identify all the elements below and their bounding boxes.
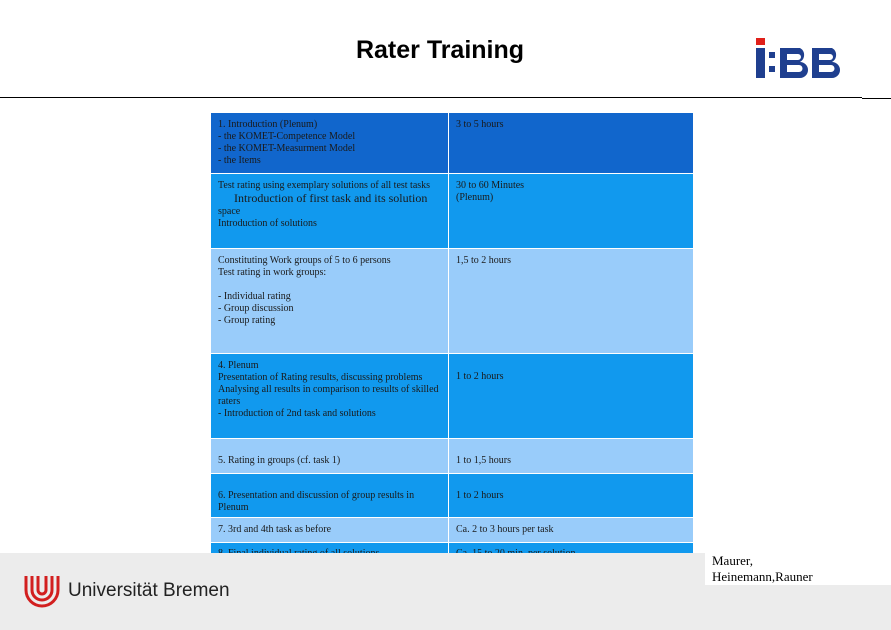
duration-cell: 3 to 5 hours <box>456 119 504 130</box>
university-emblem-icon <box>24 576 60 608</box>
table-row: 4. Plenum Presentation of Rating results… <box>211 354 693 438</box>
university-name: Universität Bremen <box>68 580 230 601</box>
table-row: Constituting Work groups of 5 to 6 perso… <box>211 249 693 353</box>
activity-highlight: Introduction of first task and its solut… <box>234 191 428 205</box>
duration-cell: Ca. 2 to 3 hours per task <box>456 524 554 535</box>
duration-cell: 30 to 60 Minutes (Plenum) <box>456 180 525 203</box>
slide-title: Rater Training <box>355 36 525 64</box>
header-divider-right <box>862 98 891 99</box>
activity-cell: Test rating using exemplary solutions of… <box>211 174 449 248</box>
activity-cell: Constituting Work groups of 5 to 6 perso… <box>211 249 449 353</box>
table-row: 1. Introduction (Plenum) - the KOMET-Com… <box>211 113 693 173</box>
duration-cell: 1 to 2 hours <box>456 490 504 501</box>
table-row: 5. Rating in groups (cf. task 1) 1 to 1,… <box>211 439 693 473</box>
table-row: 7. 3rd and 4th task as before Ca. 2 to 3… <box>211 518 693 542</box>
activity-cell: 5. Rating in groups (cf. task 1) <box>211 439 449 473</box>
activity-cell: 4. Plenum Presentation of Rating results… <box>211 354 449 438</box>
table-row: Test rating using exemplary solutions of… <box>211 174 693 248</box>
table-row: 6. Presentation and discussion of group … <box>211 474 693 517</box>
activity-cell: 6. Presentation and discussion of group … <box>211 474 449 517</box>
activity-cell: 1. Introduction (Plenum) - the KOMET-Com… <box>211 113 449 173</box>
activity-text: Test rating using exemplary solutions of… <box>218 180 431 191</box>
activity-cell: 7. 3rd and 4th task as before <box>211 518 449 542</box>
ibb-logo <box>756 38 840 78</box>
activity-tail: space Introduction of solutions <box>218 206 317 229</box>
author-credit: Maurer, Heinemann,Rauner <box>712 553 813 584</box>
header-divider <box>0 97 862 98</box>
duration-cell: 1 to 2 hours <box>456 371 504 382</box>
duration-cell: 1,5 to 2 hours <box>456 255 511 266</box>
footer-credit-area <box>705 553 891 585</box>
duration-cell: 1 to 1,5 hours <box>456 455 511 466</box>
